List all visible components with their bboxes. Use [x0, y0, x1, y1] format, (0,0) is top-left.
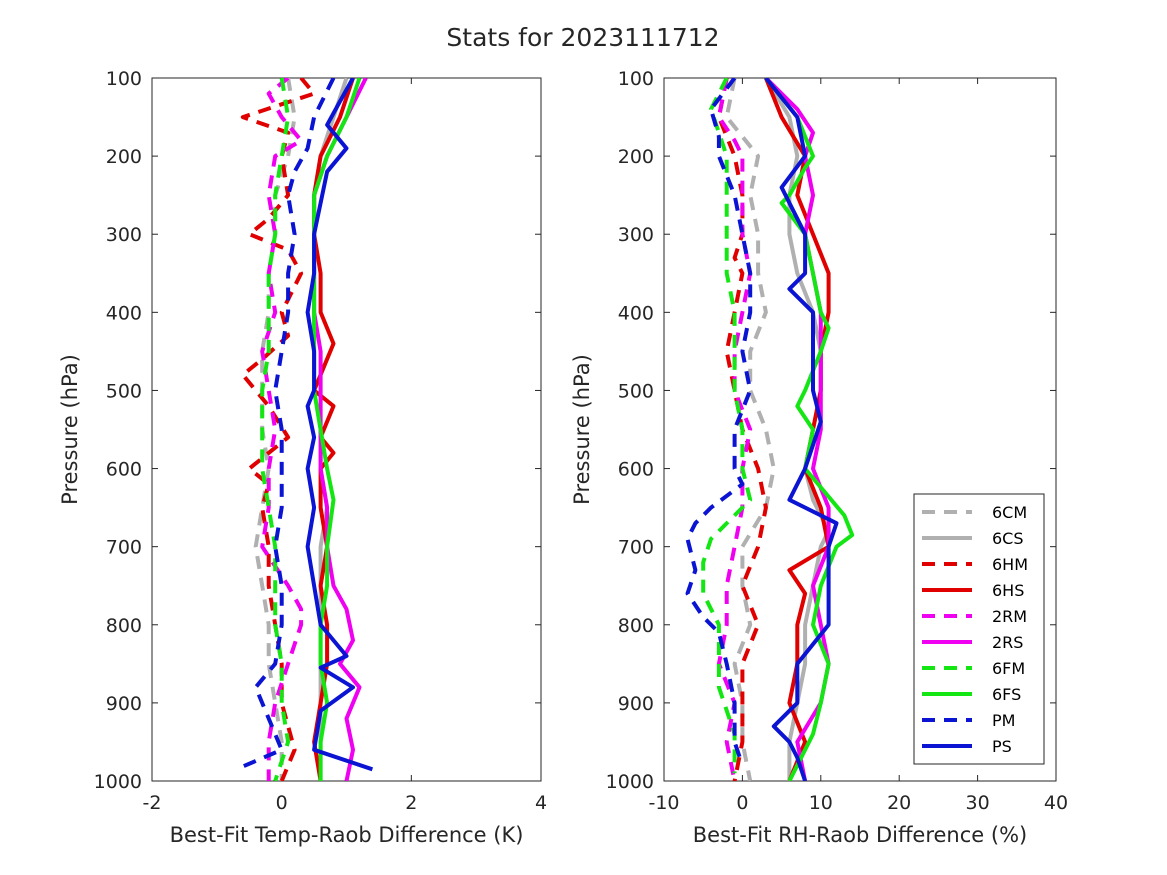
- y-tick-label: 100: [618, 68, 654, 90]
- series-line-6hm: [240, 78, 317, 781]
- series-group: [235, 78, 374, 781]
- legend-label-6cs: 6CS: [992, 529, 1024, 548]
- y-tick-label: 600: [618, 459, 654, 481]
- y-tick-label: 700: [618, 537, 654, 559]
- y-tick-label: 300: [106, 224, 142, 246]
- legend-label-6cm: 6CM: [992, 503, 1027, 522]
- series-line-6fs: [312, 78, 362, 781]
- y-tick-label: 1000: [606, 771, 654, 793]
- series-line-6cm: [724, 78, 776, 781]
- legend-label-pm: PM: [992, 711, 1015, 730]
- y-tick-label: 800: [618, 615, 654, 637]
- y-tick-label: 300: [618, 224, 654, 246]
- y-tick-label: 1000: [94, 771, 142, 793]
- legend-label-6fs: 6FS: [992, 685, 1021, 704]
- x-tick-label: 10: [809, 792, 833, 814]
- x-axis-label: Best-Fit RH-Raob Difference (%): [693, 823, 1027, 847]
- x-tick-label: 20: [887, 792, 911, 814]
- legend-label-2rm: 2RM: [992, 607, 1027, 626]
- y-tick-label: 600: [106, 459, 142, 481]
- legend-label-2rs: 2RS: [992, 633, 1023, 652]
- legend-label-6fm: 6FM: [992, 659, 1025, 678]
- series-line-6fm: [260, 78, 291, 781]
- y-tick-label: 900: [618, 693, 654, 715]
- y-tick-label: 400: [618, 302, 654, 324]
- series-line-ps: [305, 78, 374, 772]
- y-tick-label: 700: [106, 537, 142, 559]
- series-line-6fm: [701, 78, 753, 774]
- series-line-ps: [764, 78, 839, 781]
- x-tick-label: 4: [535, 792, 547, 814]
- x-tick-label: 0: [276, 792, 288, 814]
- x-tick-label: 30: [966, 792, 990, 814]
- legend-label-6hm: 6HM: [992, 555, 1028, 574]
- x-axis-label: Best-Fit Temp-Raob Difference (K): [170, 823, 524, 847]
- x-tick-label: -2: [143, 792, 162, 814]
- series-line-pm: [235, 78, 336, 772]
- series-line-6fs: [764, 78, 855, 781]
- y-tick-label: 100: [106, 68, 142, 90]
- legend: 6CM 6CS 6HM 6HS 2RM 2RS 6FM 6FS PM PS: [913, 493, 1045, 765]
- series-line-2rm: [716, 78, 753, 781]
- y-tick-label: 500: [618, 380, 654, 402]
- series-group: [685, 78, 855, 781]
- axes-box: [151, 77, 542, 782]
- y-tick-label: 500: [106, 380, 142, 402]
- y-axis-label: Pressure (hPa): [570, 354, 594, 505]
- y-axis-label: Pressure (hPa): [58, 354, 82, 505]
- y-tick-label: 200: [106, 146, 142, 168]
- y-tick-label: 900: [106, 693, 142, 715]
- figure-title: Stats for 2023111712: [446, 23, 719, 52]
- x-tick-label: 40: [1044, 792, 1068, 814]
- y-tick-label: 800: [106, 615, 142, 637]
- x-tick-label: -10: [648, 792, 679, 814]
- temperature-panel: -2 0 2 4 100 200 300 400 500 600 700 800 900 1000 Best…: [58, 68, 547, 847]
- legend-label-ps: PS: [992, 737, 1012, 756]
- x-tick-label: 0: [736, 792, 748, 814]
- legend-label-6hs: 6HS: [992, 581, 1024, 600]
- legend-box: [913, 493, 1045, 765]
- y-tick-label: 200: [618, 146, 654, 168]
- series-line-pm: [685, 78, 753, 767]
- x-tick-label: 2: [405, 792, 417, 814]
- legend-entries: 6CM 6CS 6HM 6HS 2RM 2RS 6FM 6FS PM PS: [922, 503, 1028, 756]
- series-line-2rm: [260, 78, 304, 781]
- y-tick-label: 400: [106, 302, 142, 324]
